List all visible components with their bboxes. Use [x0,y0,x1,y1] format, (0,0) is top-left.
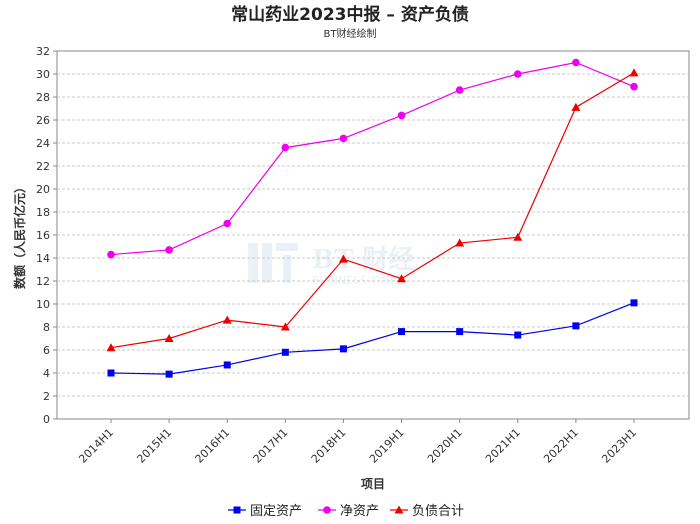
y-tick-label: 14 [36,252,50,265]
data-point [397,274,407,283]
data-point [514,331,522,339]
data-point [223,361,231,369]
series-line [110,302,635,375]
data-point [107,250,115,259]
y-tick-label: 32 [36,45,50,58]
legend-marker [233,506,241,514]
data-point [572,322,580,330]
data-point [455,86,464,94]
legend-item: 负债合计 [390,504,464,519]
y-tick-label: 24 [36,137,50,150]
data-point [222,315,232,324]
data-point [455,238,465,247]
data-point [106,343,116,352]
legend-marker [323,506,331,514]
data-point [398,328,406,336]
x-tick-label: 2023H1 [599,426,639,466]
data-point [338,254,348,263]
y-tick-label: 10 [36,298,50,311]
x-axis-ticks: 2014H1 2015H1 2016H1 2017H1 2018H1 2019H1 2020… [76,419,639,466]
chart-title: 常山药业2023中报 – 资产负债 [231,4,469,25]
series-line [110,72,635,349]
data-point [397,111,406,120]
legend-item: 固定资产 [228,504,302,519]
series-group [107,58,638,259]
legend-label: 净资产 [340,504,379,519]
svg-text:BT 财经: BT 财经 [312,244,414,275]
data-point [456,328,464,336]
data-point [280,322,290,331]
grid-lines [57,73,689,397]
x-tick-label: 2014H1 [76,426,116,466]
y-tick-label: 20 [36,183,50,196]
x-tick-label: 2021H1 [483,426,523,466]
data-point [630,299,638,307]
series-group [106,68,639,352]
series-line [110,61,635,256]
data-point [165,246,173,254]
x-tick-label: 2020H1 [425,426,465,466]
data-point [165,370,173,378]
y-tick-label: 18 [36,206,50,219]
y-tick-label: 22 [36,160,50,173]
data-point [339,134,348,143]
data-point [630,82,638,91]
data-point [281,348,289,356]
legend-label: 固定资产 [250,504,302,519]
x-tick-label: 2022H1 [541,426,581,466]
chart-subtitle: BT财经绘制 [324,27,377,40]
legend-label: 负债合计 [412,504,464,519]
y-tick-label: 26 [36,114,50,127]
x-tick-label: 2018H1 [309,426,349,466]
x-tick-label: 2015H1 [134,426,174,466]
y-tick-label: 30 [36,68,50,81]
data-point [571,102,581,111]
x-tick-label: 2017H1 [251,426,291,466]
data-point [339,345,347,353]
x-axis-title: 项目 [361,477,385,491]
legend-item: 净资产 [318,504,379,519]
y-tick-label: 16 [36,229,50,242]
data-point [572,58,580,67]
y-tick-label: 8 [43,321,50,334]
y-tick-label: 28 [36,91,50,104]
y-tick-label: 6 [43,344,50,357]
legend-marker [394,505,404,514]
data-point [107,369,115,377]
x-tick-label: 2019H1 [367,426,407,466]
y-axis-title: 数额（人民币亿元） [12,181,27,289]
x-tick-label: 2016H1 [193,426,233,466]
y-tick-label: 4 [43,367,50,380]
series-layer [106,58,639,378]
data-point [513,70,522,78]
data-point [513,232,523,241]
legend: 固定资产 净资产 负债合计 [228,504,464,519]
y-tick-label: 12 [36,275,50,288]
y-tick-label: 2 [43,390,50,403]
data-point [223,219,232,228]
data-point [629,68,639,77]
watermark: BT 财经 BUSINESS TIMES [248,243,414,287]
data-point [164,334,174,342]
data-point [281,143,290,152]
series-group [107,299,638,378]
y-tick-label: 0 [43,413,50,426]
